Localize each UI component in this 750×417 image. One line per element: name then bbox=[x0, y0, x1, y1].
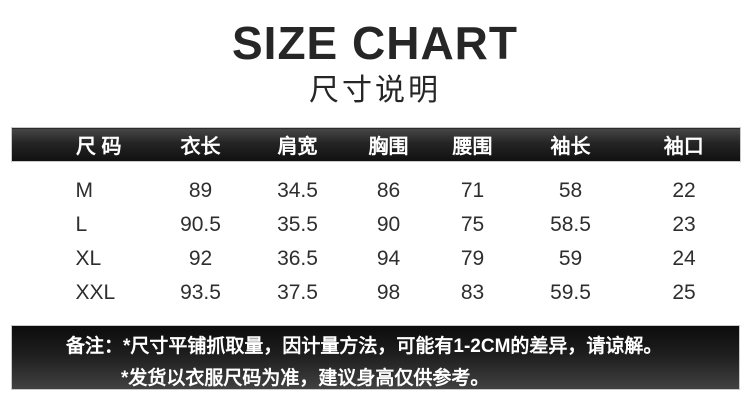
notes-banner: 备注：*尺寸平铺抓取量，因计量方法，可能有1-2CM的差异，请谅解。 *发货以衣… bbox=[11, 325, 740, 390]
value-cell: 86 bbox=[376, 179, 401, 202]
value-cell: 34.5 bbox=[277, 179, 318, 202]
value-cell: 35.5 bbox=[277, 213, 318, 236]
value-cell: 36.5 bbox=[277, 247, 318, 270]
value-cell: 93.5 bbox=[180, 281, 221, 304]
value-cell: 90 bbox=[376, 213, 401, 236]
value-cell: 83 bbox=[460, 281, 485, 304]
table-row-m: M 89 34.5 86 71 58 22 bbox=[12, 162, 741, 209]
header-cell-chest: 胸围 bbox=[345, 127, 432, 162]
value-cell: 23 bbox=[672, 213, 696, 236]
note-line-2: *发货以衣服尺码为准，建议身高仅供参考。 bbox=[121, 368, 490, 389]
note-line-1: 备注：*尺寸平铺抓取量，因计量方法，可能有1-2CM的差异，请谅解。 bbox=[66, 336, 663, 357]
value-cell: 24 bbox=[672, 247, 696, 270]
header-cell-length: 衣长 bbox=[151, 127, 250, 162]
value-cell: 75 bbox=[460, 213, 485, 236]
page-subtitle: 尺寸说明 bbox=[309, 74, 441, 107]
value-cell: 79 bbox=[460, 247, 485, 270]
size-cell: L bbox=[75, 213, 88, 236]
header-cell-waist: 腰围 bbox=[431, 127, 514, 162]
table-header-row: 尺 码 衣长 肩宽 胸围 腰围 袖长 袖口 bbox=[11, 127, 741, 162]
value-cell: 25 bbox=[672, 281, 696, 304]
table-row-l: L 90.5 35.5 90 75 58.5 23 bbox=[12, 208, 741, 242]
table-row-xxl: XXL 93.5 37.5 98 83 59.5 25 bbox=[12, 276, 741, 310]
page-title: SIZE CHART bbox=[232, 17, 518, 69]
value-cell: 37.5 bbox=[277, 281, 318, 304]
value-cell: 59.5 bbox=[550, 281, 591, 304]
value-cell: 58 bbox=[558, 179, 583, 202]
value-cell: 89 bbox=[188, 179, 213, 202]
value-cell: 92 bbox=[188, 247, 213, 270]
size-cell: M bbox=[75, 179, 94, 202]
header-cell-sleeve: 袖长 bbox=[513, 127, 628, 162]
value-cell: 59 bbox=[558, 247, 583, 270]
size-cell: XL bbox=[75, 247, 102, 270]
value-cell: 58.5 bbox=[550, 213, 591, 236]
size-cell: XXL bbox=[75, 281, 116, 304]
value-cell: 22 bbox=[672, 179, 696, 202]
value-cell: 94 bbox=[376, 247, 401, 270]
value-cell: 98 bbox=[376, 281, 401, 304]
size-table: 尺 码 衣长 肩宽 胸围 腰围 袖长 袖口 M 89 34.5 86 71 58… bbox=[11, 127, 741, 310]
header-cell-size: 尺 码 bbox=[11, 127, 152, 162]
header-cell-cuff: 袖口 bbox=[627, 127, 741, 162]
value-cell: 71 bbox=[460, 179, 485, 202]
value-cell: 90.5 bbox=[180, 213, 221, 236]
table-row-xl: XL 92 36.5 94 79 59 24 bbox=[12, 242, 741, 276]
header-cell-shoulder: 肩宽 bbox=[249, 127, 346, 162]
